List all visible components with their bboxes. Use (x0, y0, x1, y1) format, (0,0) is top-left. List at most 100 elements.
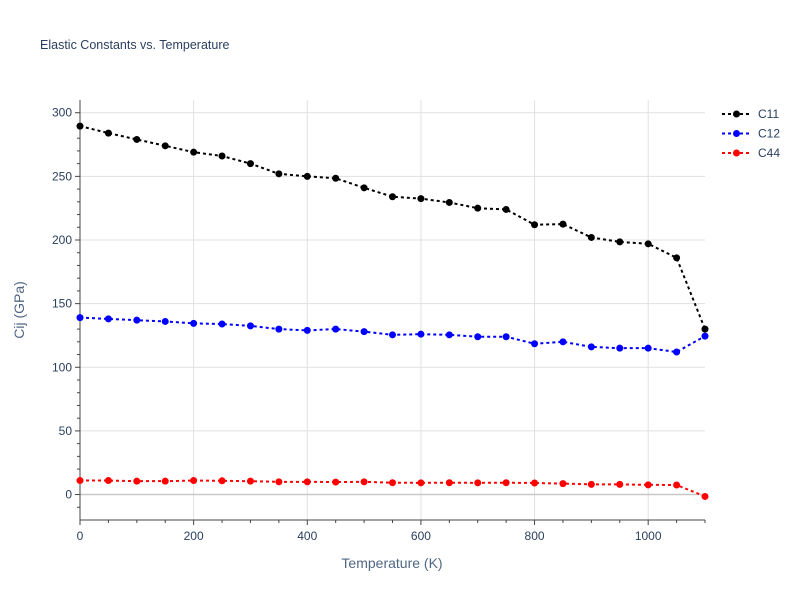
series-c44 (76, 477, 709, 500)
legend-item-c12[interactable]: C12 (722, 127, 780, 141)
data-point (417, 479, 425, 487)
data-point (587, 343, 595, 351)
data-point (445, 331, 453, 339)
series-c12 (76, 314, 709, 356)
legend-marker (733, 130, 740, 137)
y-axis-title: Cij (GPa) (11, 281, 27, 339)
data-point (104, 477, 112, 485)
data-point (559, 480, 567, 488)
data-point (161, 477, 169, 485)
data-point (76, 477, 84, 485)
y-tick-labels: 0 50 100 150 200 250 300 (52, 106, 72, 502)
data-point (332, 325, 340, 333)
data-point (133, 135, 141, 143)
y-tick-label: 200 (52, 233, 72, 247)
data-point (275, 478, 283, 486)
x-tick-label: 1000 (635, 529, 662, 543)
data-point (644, 240, 652, 248)
y-tick-label: 150 (52, 297, 72, 311)
data-point (673, 481, 681, 489)
data-point (218, 477, 226, 485)
legend-label: C44 (758, 146, 780, 160)
data-point (332, 478, 340, 486)
data-point (76, 314, 84, 322)
data-point (531, 221, 539, 229)
data-point (701, 332, 709, 340)
x-tick-label: 600 (411, 529, 431, 543)
data-point (275, 325, 283, 333)
y-tick-label: 0 (65, 488, 72, 502)
data-point (104, 129, 112, 137)
data-point (246, 322, 254, 330)
data-point (360, 184, 368, 192)
data-point (332, 174, 340, 182)
data-point (190, 477, 198, 485)
data-point (559, 338, 567, 346)
data-point (474, 333, 482, 341)
data-point (190, 319, 198, 327)
series-layer (76, 122, 709, 500)
legend-marker (733, 110, 740, 118)
data-point (502, 479, 510, 487)
data-point (445, 479, 453, 487)
series-c11 (76, 122, 709, 333)
x-tick-label: 0 (77, 529, 84, 543)
data-point (701, 325, 709, 333)
data-point (303, 326, 311, 334)
data-point (616, 480, 624, 488)
data-point (389, 479, 396, 487)
x-tick-label: 400 (297, 529, 317, 543)
data-point (190, 148, 198, 156)
data-point (673, 348, 681, 356)
x-tick-label: 800 (525, 529, 545, 543)
data-point (133, 477, 141, 485)
x-tick-label: 200 (184, 529, 204, 543)
data-point (303, 478, 311, 486)
x-tick-labels: 0 200 400 600 800 1000 (77, 529, 662, 543)
legend[interactable]: C11 C12 C44 (722, 107, 780, 160)
data-point (701, 492, 709, 500)
y-tick-label: 250 (52, 169, 72, 183)
data-point (559, 220, 567, 228)
data-point (587, 480, 595, 488)
data-point (531, 340, 539, 348)
series-line (79, 125, 706, 330)
data-point (104, 315, 112, 323)
data-point (389, 193, 396, 201)
data-point (76, 122, 84, 130)
legend-label: C11 (758, 107, 779, 121)
data-point (360, 478, 368, 486)
data-point (502, 205, 510, 213)
data-point (644, 481, 652, 489)
data-point (161, 317, 169, 325)
legend-marker (733, 149, 740, 157)
grid-lines (79, 100, 705, 520)
data-point (161, 142, 169, 150)
data-point (673, 254, 681, 262)
data-point (360, 328, 368, 336)
data-point (502, 333, 510, 341)
data-point (474, 204, 482, 212)
data-point (133, 316, 141, 324)
y-tick-label: 100 (52, 360, 72, 374)
x-axis-title: Temperature (K) (341, 555, 442, 571)
data-point (474, 479, 482, 487)
data-point (246, 477, 254, 485)
data-point (616, 344, 624, 352)
y-tick-label: 300 (52, 106, 72, 120)
axes (75, 100, 706, 525)
legend-item-c44[interactable]: C44 (722, 146, 780, 160)
legend-label: C12 (758, 127, 780, 141)
legend-item-c11[interactable]: C11 (722, 107, 779, 121)
y-tick-label: 50 (59, 424, 73, 438)
data-point (275, 170, 283, 178)
data-point (616, 238, 624, 246)
data-point (303, 172, 311, 180)
data-point (417, 195, 425, 203)
data-point (218, 320, 226, 328)
data-point (218, 152, 226, 160)
chart-title: Elastic Constants vs. Temperature (40, 38, 230, 52)
data-point (246, 160, 254, 168)
data-point (417, 330, 425, 338)
